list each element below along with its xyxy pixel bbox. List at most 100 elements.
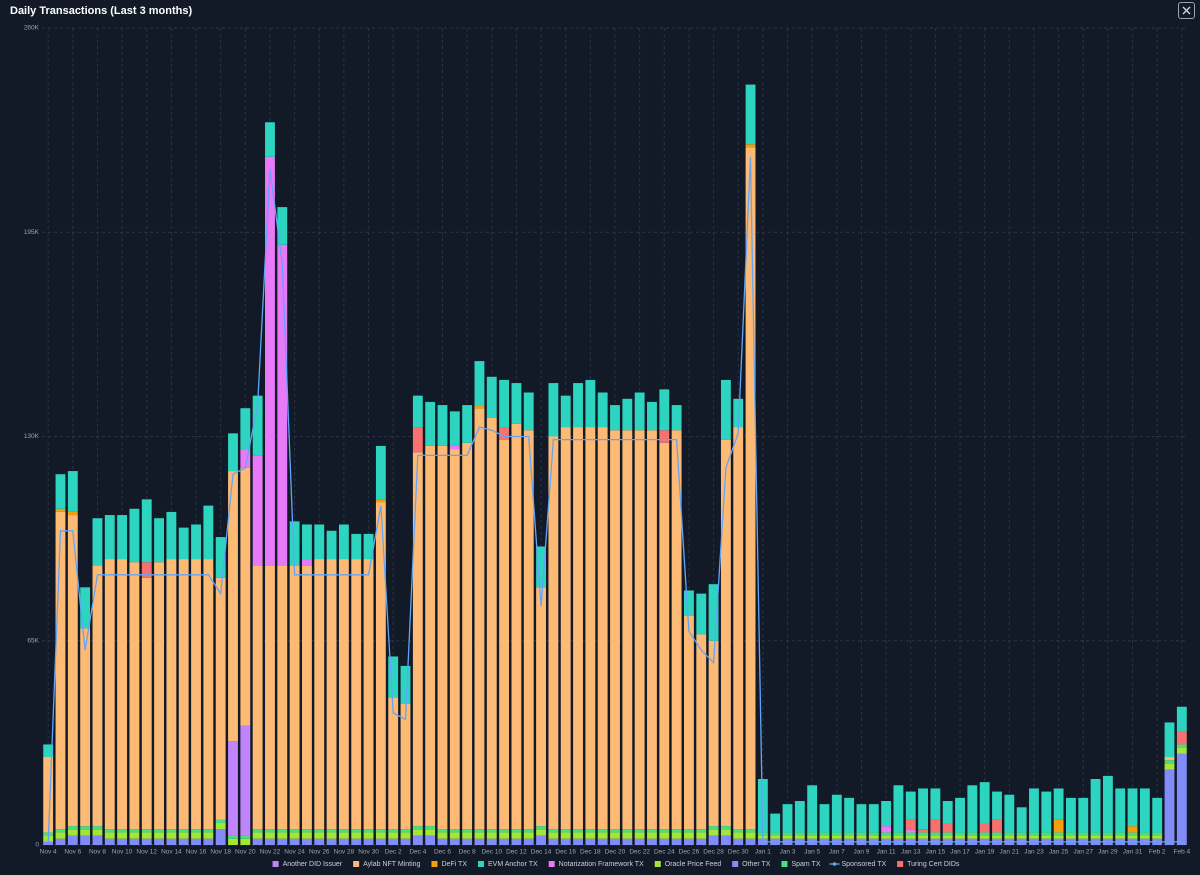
bar-segment bbox=[1164, 763, 1175, 770]
bar-segment bbox=[536, 829, 546, 836]
bar-segment bbox=[511, 829, 522, 833]
bar-segment bbox=[154, 838, 164, 845]
bar-segment bbox=[425, 445, 436, 827]
bar-segment bbox=[831, 832, 842, 836]
bar-segment bbox=[449, 838, 460, 845]
legend-item: Aylab NFT Minting bbox=[353, 861, 421, 868]
bar-segment bbox=[338, 829, 349, 833]
y-tick-label: 65K bbox=[27, 637, 39, 644]
bar-segment bbox=[881, 826, 892, 833]
bar-segment bbox=[955, 797, 965, 833]
bar-segment bbox=[585, 379, 596, 428]
bar-segment bbox=[708, 640, 719, 827]
bar-segment bbox=[1004, 832, 1015, 836]
bar-segment bbox=[708, 826, 719, 830]
bar-segment bbox=[1152, 835, 1163, 839]
legend: Another DID Issuer Aylab NFT Minting DeFi … bbox=[272, 861, 960, 868]
bar-segment bbox=[92, 565, 103, 827]
bar-segment bbox=[55, 829, 66, 833]
bar-segment bbox=[55, 511, 66, 830]
legend-label: Sponsored TX bbox=[842, 861, 887, 868]
bar-segment bbox=[412, 427, 423, 453]
bar-segment bbox=[1164, 760, 1175, 764]
bar-segment bbox=[671, 405, 682, 431]
legend-item: DeFi TX bbox=[431, 861, 467, 868]
bar-segment bbox=[597, 427, 608, 830]
bar-segment bbox=[942, 801, 953, 824]
x-tick-label: Dec 10 bbox=[481, 849, 502, 856]
bar-segment bbox=[228, 741, 238, 836]
x-tick-label: Dec 22 bbox=[629, 849, 650, 856]
legend-symbol bbox=[732, 861, 739, 867]
bar-segment bbox=[412, 452, 423, 827]
bar-segment bbox=[573, 838, 583, 845]
bar-segment bbox=[104, 838, 115, 845]
bar-segment bbox=[560, 832, 571, 839]
bar-segment bbox=[252, 829, 263, 833]
bar-segment bbox=[597, 838, 608, 845]
bar-segment bbox=[141, 577, 152, 830]
bar-segment bbox=[499, 832, 510, 839]
bar-segment bbox=[43, 757, 54, 833]
bar-segment bbox=[166, 511, 177, 560]
bar-segment bbox=[449, 829, 460, 833]
bar-segment bbox=[523, 430, 534, 830]
bar-segment bbox=[905, 835, 916, 839]
close-icon[interactable] bbox=[1179, 3, 1194, 18]
y-tick-label: 0 bbox=[35, 842, 39, 849]
bar-segment bbox=[104, 559, 115, 830]
bar-segment bbox=[154, 829, 164, 833]
bar-segment bbox=[437, 832, 448, 839]
bar-segment bbox=[585, 829, 596, 833]
bar-segment bbox=[536, 587, 546, 827]
bar-segment bbox=[43, 841, 54, 845]
bar-segment bbox=[129, 838, 140, 845]
bar-segment bbox=[992, 819, 1002, 833]
bar-segment bbox=[375, 838, 386, 845]
bar-segment bbox=[782, 832, 793, 836]
legend-label: EVM Anchor TX bbox=[488, 861, 538, 868]
bar-segment bbox=[1102, 775, 1113, 833]
bar-segment bbox=[856, 832, 867, 836]
bar-segment bbox=[1102, 835, 1113, 839]
bar-segment bbox=[474, 832, 485, 839]
bar-segment bbox=[992, 832, 1002, 836]
bar-segment bbox=[610, 829, 620, 833]
bar-segment bbox=[918, 835, 928, 839]
bar-segment bbox=[720, 829, 731, 836]
x-tick-label: Jan 31 bbox=[1123, 849, 1143, 856]
bar-segment bbox=[375, 445, 386, 500]
bar-segment bbox=[1053, 835, 1064, 839]
bar-segment bbox=[573, 829, 583, 833]
bar-segment bbox=[388, 838, 399, 845]
x-tick-label: Jan 21 bbox=[1000, 849, 1020, 856]
bar-segment bbox=[228, 471, 238, 742]
bar-segment bbox=[363, 829, 374, 833]
bar-segment bbox=[92, 835, 103, 845]
bar-segment bbox=[67, 515, 78, 827]
bar-segment bbox=[930, 835, 941, 839]
bar-segment bbox=[992, 835, 1002, 839]
x-tick-label: Jan 11 bbox=[877, 849, 896, 856]
bar-segment bbox=[905, 791, 916, 820]
bar-segment bbox=[388, 656, 399, 698]
bar-segment bbox=[523, 392, 534, 431]
bar-segment bbox=[1004, 794, 1015, 833]
bar-segment bbox=[684, 832, 694, 839]
bar-segment bbox=[141, 838, 152, 845]
x-tick-label: Nov 12 bbox=[136, 849, 157, 856]
close-button[interactable] bbox=[1178, 2, 1195, 19]
bar-segment bbox=[228, 433, 238, 472]
bar-segment bbox=[844, 832, 855, 836]
bar-segment bbox=[1066, 832, 1076, 836]
bar-segment bbox=[720, 826, 731, 830]
bar-segment bbox=[412, 835, 423, 845]
bar-segment bbox=[955, 835, 965, 839]
bar-segment bbox=[314, 832, 325, 839]
bar-segment bbox=[1127, 835, 1138, 839]
bar-segment bbox=[462, 838, 473, 845]
bar-segment bbox=[499, 439, 510, 830]
bar-segment bbox=[252, 565, 263, 830]
bar-segment bbox=[1041, 832, 1052, 836]
bar-segment bbox=[474, 361, 485, 406]
